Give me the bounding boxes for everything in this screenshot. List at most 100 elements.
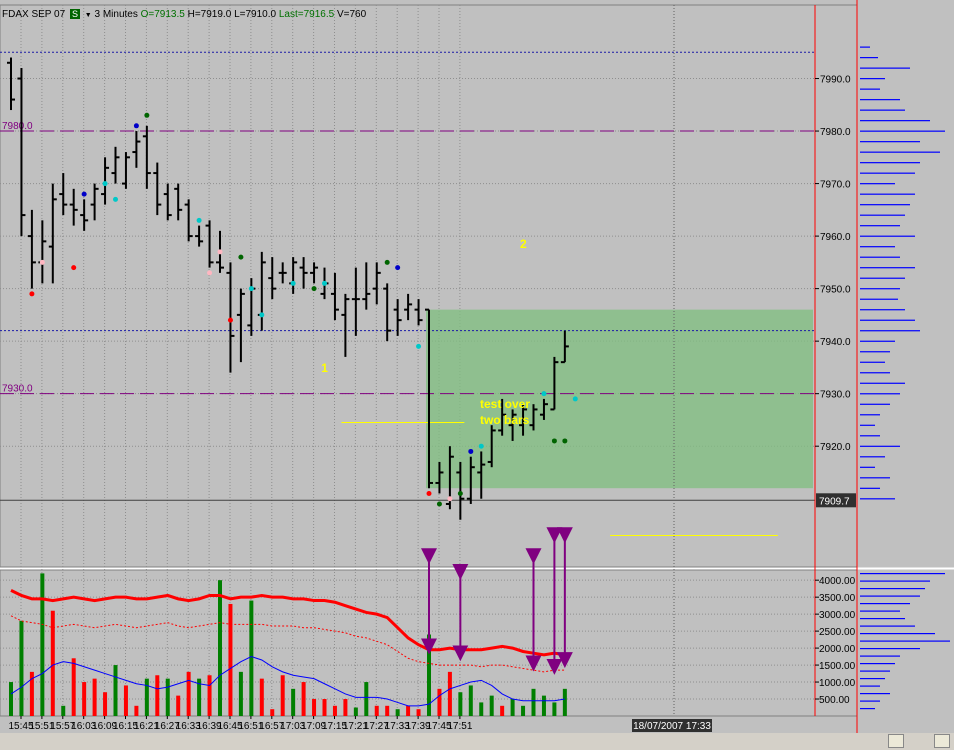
time-tick-label: 17:21 [343,721,368,732]
time-tick-label: 17:51 [447,721,472,732]
profile-bar [860,120,930,122]
profile-bar [860,340,895,342]
profile-volume-bar [860,580,930,582]
volume-bar [186,671,191,716]
profile-bar [860,393,900,395]
annotation-arrows [421,527,573,675]
profile-volume-bar [860,633,935,635]
volume-bar [103,692,108,716]
profile-bar [860,487,880,489]
price-marker-label: 7909.7 [819,496,850,507]
profile-bar [860,141,920,143]
volume-tick-label: 1000.00 [819,678,856,689]
last-value: Last=7916.5 [278,9,335,20]
signal-dot [238,254,244,260]
profile-bar [860,78,885,80]
profile-bar [860,109,905,111]
axes: 7920.0 7930.0 7940.0 7950.0 7960.0 7970.0 7980… [8,0,858,733]
time-tick-label: 16:27 [155,721,180,732]
annotation-label-1: 1 [321,361,328,375]
signal-dot [207,270,213,276]
volume-bar [19,620,24,716]
profile-bar [860,403,890,405]
volume-bar [165,678,170,716]
volume-bars [9,573,567,716]
profile-volume-bar [860,670,890,672]
profile-bar [860,456,885,458]
profile-volume-bar [860,640,950,642]
volume-bar [521,705,526,716]
time-tick-label: 16:03 [71,721,96,732]
profile-bar [860,67,910,69]
volume-bar [40,573,45,716]
signal-dot [562,438,568,444]
high-value: H=7919.0 [187,9,232,20]
time-tick-label: 16:39 [197,721,222,732]
volume-bar [322,699,327,716]
profile-bar [860,204,910,206]
time-tick-label: 16:15 [113,721,138,732]
signal-dot [290,280,296,286]
profile-bar [860,435,880,437]
volume-tick-label: 2000.00 [819,644,856,655]
cursor-label-box [632,719,712,732]
price-tick-label: 7940.0 [820,337,851,348]
signal-dot [426,490,432,496]
profile-volume-bar [860,603,910,605]
chevron-down-icon[interactable]: ▼ [84,12,92,19]
profile-bar [860,372,890,374]
volume-bar [416,709,421,716]
symbol-label: FDAX SEP 07 [2,9,66,20]
volume-bar [228,603,233,716]
volume-bar [176,695,181,716]
signal-dot [395,265,401,271]
horizontal-scrollbar[interactable] [0,733,954,750]
volume-bar [249,600,254,716]
status-badge[interactable]: S [69,9,80,19]
volume-tick-label: 4000.00 [819,576,856,587]
volume-bar [552,702,557,716]
chart-header: FDAX SEP 07 S ▼ 3 Minutes O=7913.5 H=791… [2,9,366,20]
signal-dot [478,443,484,449]
volume-bar [301,682,306,716]
reference-line-label: 7980.0 [2,121,33,132]
time-tick-label: 17:39 [406,721,431,732]
time-tick-label: 17:09 [301,721,326,732]
profile-bar [860,88,880,90]
profile-volume-bar [860,595,920,597]
profile-bar [860,130,945,132]
profile-volume-bar [860,685,880,687]
signal-dot [457,490,463,496]
profile-bar [860,214,905,216]
volume-bar [468,685,473,716]
signal-dot [39,259,45,265]
time-tick-label: 16:45 [217,721,242,732]
volume-value: V=760 [336,9,367,20]
price-marker-box [816,493,856,508]
profile-volume-bar [860,610,900,612]
signal-dot [447,496,453,502]
scrollbar-thumb[interactable] [888,734,904,748]
annotation-text: test over [480,397,530,411]
highlight-zone [426,309,813,489]
signal-dot [322,280,327,286]
volume-bar [489,695,494,716]
scrollbar-thumb[interactable] [934,734,950,748]
reference-lines: 7980.0 7930.0 [0,51,815,536]
signal-dot [71,265,77,271]
signal-dot [29,291,35,297]
time-tick-label: 17:27 [364,721,389,732]
profile-volume-bar [860,625,915,627]
profile-bar [860,414,880,416]
profile-volume-bar [860,655,900,657]
profile-volume-bar [860,678,885,680]
profile-bar [860,225,900,227]
profile-bar [860,424,875,426]
volume-bar [113,665,118,716]
signal-dot [551,438,557,444]
profile-bar [860,361,885,363]
profile-volume-bar [860,618,905,620]
profile-bar [860,235,915,237]
cursor-label: 18/07/2007 17:33 [633,721,711,732]
